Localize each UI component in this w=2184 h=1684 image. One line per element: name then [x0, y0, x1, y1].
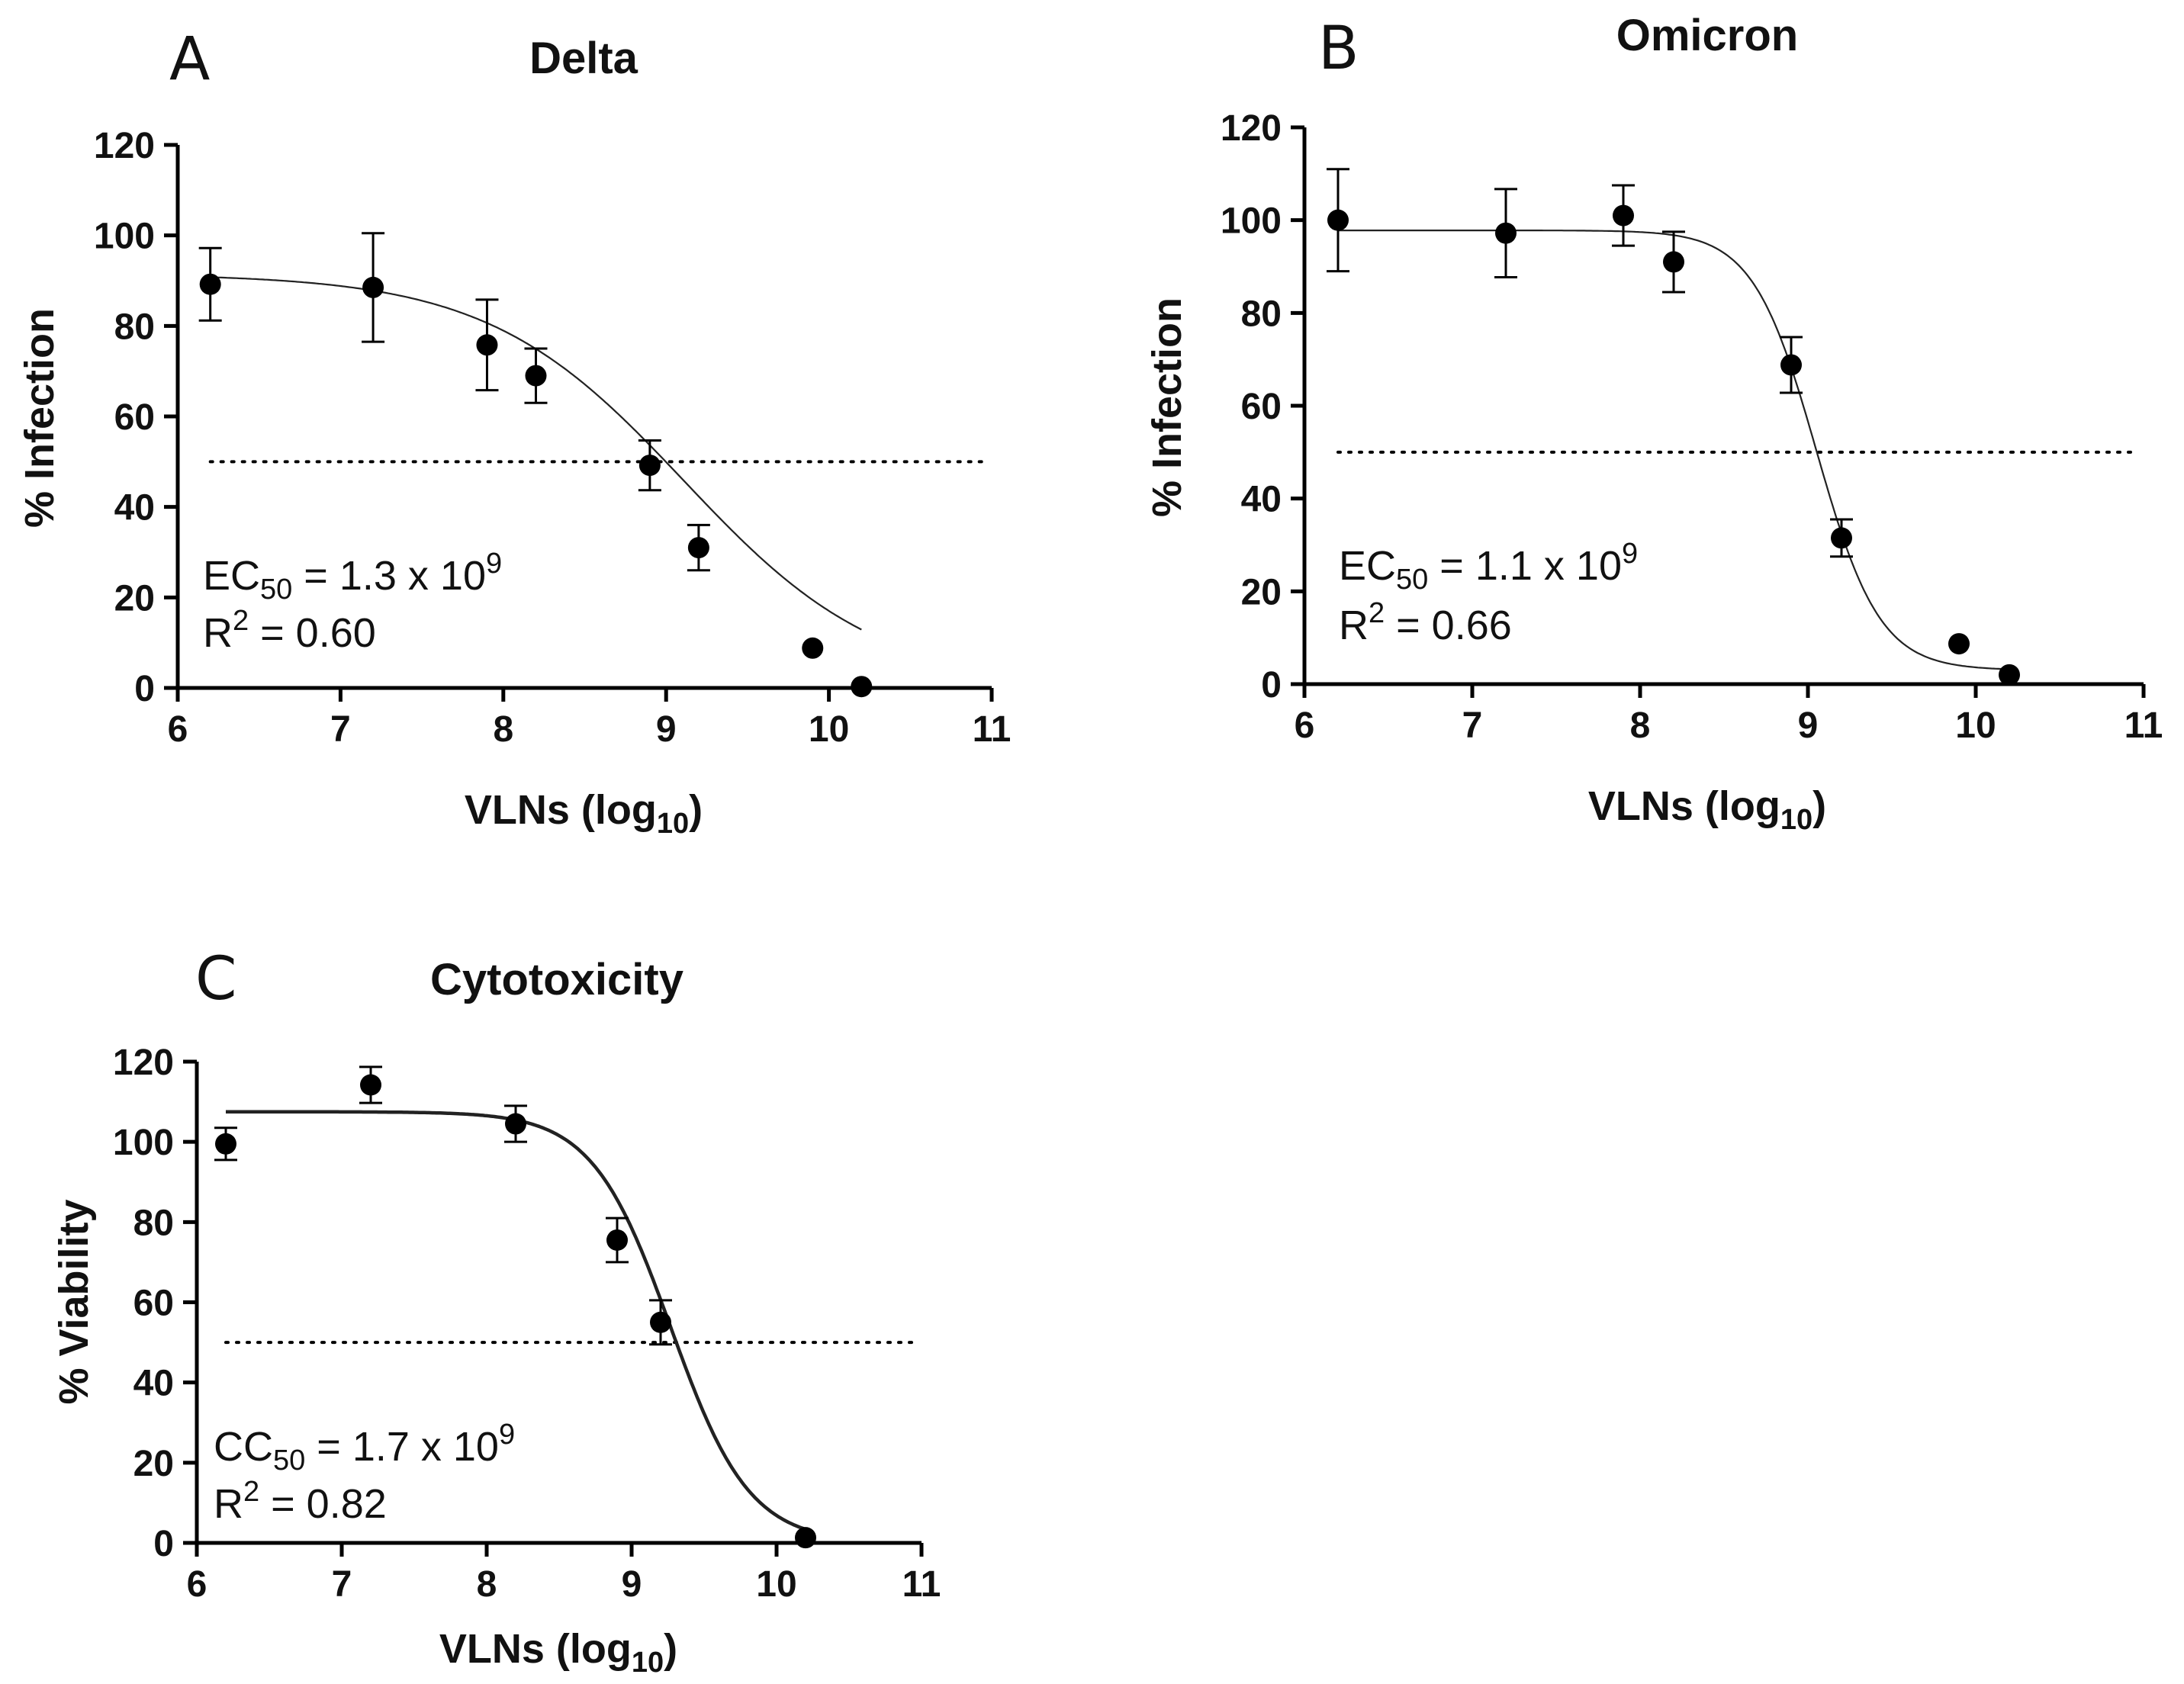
x-tick-label-11: 11: [973, 709, 1012, 750]
y-tick-label-40: 40: [114, 488, 155, 529]
data-point-7: [851, 676, 873, 698]
ec50-annotation: EC50 = 1.3 x 109: [203, 548, 502, 606]
x-tick-label-11: 11: [2124, 705, 2163, 746]
y-tick-label-100: 100: [113, 1123, 174, 1163]
y-tick-label-20: 20: [1241, 572, 1282, 612]
data-point-4: [650, 1311, 671, 1333]
y-tick-label-20: 20: [133, 1444, 174, 1484]
data-point-2: [1613, 204, 1634, 227]
cc50-annotation: CC50 = 1.7 x 109: [214, 1419, 515, 1477]
x-axis-label: VLNs (log10): [439, 1626, 677, 1679]
y-tick-label-60: 60: [1241, 387, 1282, 427]
y-tick-label-60: 60: [133, 1284, 174, 1324]
data-point-5: [1831, 527, 1852, 549]
x-tick-label-11: 11: [902, 1564, 941, 1605]
data-point-3: [606, 1229, 628, 1251]
data-point-4: [1780, 354, 1802, 376]
data-point-7: [1999, 664, 2020, 686]
x-tick-label-9: 9: [656, 709, 677, 750]
data-point-6: [1948, 633, 1970, 655]
panel-a: A Delta 6 7 8 9 10 11 0 20 40 60 80 100 120 VLNs (lo…: [17, 25, 1011, 840]
x-tick-label-10: 10: [756, 1564, 796, 1605]
y-tick-label-80: 80: [133, 1203, 174, 1243]
x-tick-label-9: 9: [1798, 705, 1819, 746]
x-tick-label-8: 8: [477, 1564, 497, 1605]
y-tick-label-40: 40: [1241, 480, 1282, 520]
y-tick-label-100: 100: [1221, 201, 1282, 242]
data-point-2: [505, 1113, 526, 1135]
x-tick-label-10: 10: [1955, 705, 1996, 746]
x-axis-label: VLNs (log10): [465, 787, 703, 840]
panel-letter: B: [1318, 14, 1359, 83]
data-point-1: [360, 1074, 381, 1096]
x-tick-label-9: 9: [622, 1564, 642, 1605]
y-tick-label-0: 0: [1261, 665, 1282, 705]
y-tick-label-20: 20: [114, 578, 155, 619]
x-tick-label-6: 6: [168, 709, 188, 750]
y-tick-label-120: 120: [113, 1043, 174, 1083]
chart-title: Omicron: [1616, 11, 1799, 60]
data-point-1: [362, 276, 384, 298]
y-tick-label-100: 100: [94, 217, 155, 257]
data-point-4: [638, 455, 661, 477]
y-tick-label-0: 0: [153, 1524, 174, 1564]
r2-annotation: R2 = 0.82: [214, 1476, 387, 1527]
y-tick-label-0: 0: [134, 669, 155, 709]
y-tick-label-120: 120: [1221, 108, 1282, 149]
panel-c: C Cytotoxicity 6 7 8 9 10 11 0 20 40 60 80 100 120 V…: [51, 945, 941, 1679]
x-tick-label-7: 7: [332, 1564, 352, 1605]
data-point-0: [215, 1133, 236, 1155]
panel-letter: A: [169, 25, 210, 94]
data-point-0: [199, 273, 221, 295]
y-tick-label-120: 120: [94, 126, 155, 166]
data-point-5: [687, 537, 709, 559]
x-tick-label-6: 6: [1295, 705, 1315, 746]
y-tick-label-60: 60: [114, 397, 155, 438]
data-point-2: [476, 334, 498, 356]
chart-title: Delta: [529, 34, 638, 83]
y-axis-label: % Infection: [17, 308, 63, 528]
y-axis-label: % Infection: [1144, 297, 1190, 517]
chart-title: Cytotoxicity: [430, 955, 684, 1004]
x-axis-label: VLNs (log10): [1588, 783, 1826, 836]
r2-annotation: R2 = 0.60: [203, 605, 376, 656]
data-point-3: [1663, 251, 1684, 273]
x-tick-label-7: 7: [330, 709, 351, 750]
y-tick-label-80: 80: [114, 307, 155, 347]
data-point-0: [1327, 209, 1349, 231]
ec50-annotation: EC50 = 1.1 x 109: [1339, 538, 1638, 596]
x-tick-label-6: 6: [187, 1564, 207, 1605]
x-tick-label-8: 8: [1630, 705, 1651, 746]
data-point-6: [802, 637, 824, 659]
y-tick-label-40: 40: [133, 1364, 174, 1404]
x-tick-label-8: 8: [493, 709, 513, 750]
data-point-3: [525, 365, 547, 387]
panel-b: B Omicron 6 7 8 9 10 11 0 20 40 60 80 100 120 VLNs (…: [1144, 11, 2163, 836]
panel-letter: C: [195, 945, 236, 1014]
y-axis-label: % Viability: [51, 1199, 97, 1404]
r2-annotation: R2 = 0.66: [1339, 597, 1512, 648]
x-tick-label-10: 10: [809, 709, 849, 750]
y-tick-label-80: 80: [1241, 294, 1282, 334]
x-tick-label-7: 7: [1462, 705, 1483, 746]
data-point-1: [1495, 222, 1517, 244]
data-point-5: [795, 1527, 816, 1549]
